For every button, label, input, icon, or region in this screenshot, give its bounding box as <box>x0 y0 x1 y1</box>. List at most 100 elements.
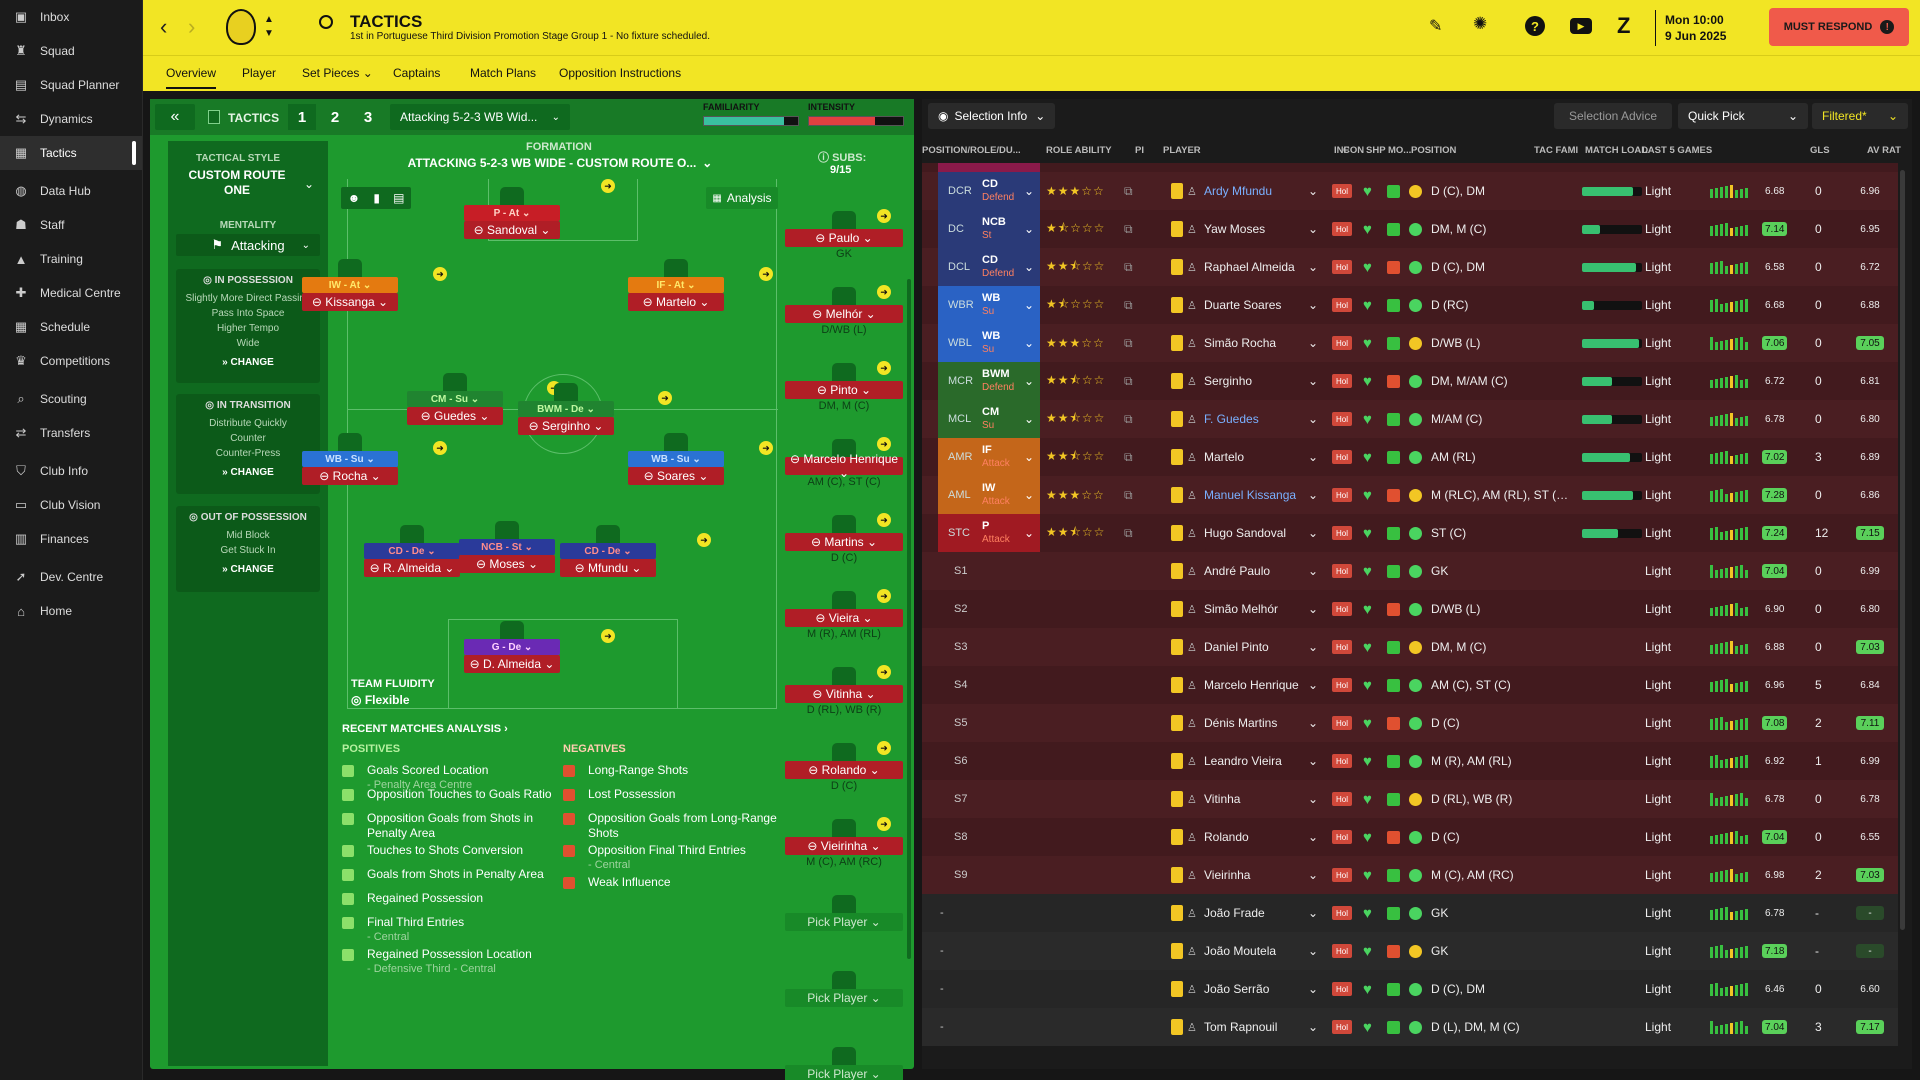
edit-icon[interactable]: ✎ <box>1429 18 1443 35</box>
player-name[interactable]: Duarte Soares <box>1204 298 1282 312</box>
player-name[interactable]: Ardy Mfundu <box>1204 184 1273 198</box>
sub-name[interactable]: ⊖ Melhór ⌄ <box>785 305 903 323</box>
sidebar-item-club-vision[interactable]: ▭ Club Vision <box>0 488 142 522</box>
chevron-down-icon[interactable]: ⌄ <box>1308 716 1319 730</box>
sidebar-item-data-hub[interactable]: ◍ Data Hub <box>0 174 142 208</box>
table-row[interactable]: GKDefend⌄★★⯪☆☆⧉♙Diogo Almeida⌄Hol♥GKLigh… <box>922 163 1898 172</box>
move-arrow-icon[interactable]: ➜ <box>877 361 891 375</box>
out-possession-card[interactable]: ◎ OUT OF POSSESSION Mid Block Get Stuck I… <box>176 506 320 592</box>
help-icon[interactable]: ? <box>1525 16 1545 36</box>
move-arrow-icon[interactable]: ➜ <box>759 267 773 281</box>
player-instructions-icon[interactable]: ⧉ <box>1124 449 1133 464</box>
pitch-player[interactable]: G - De ⌄ ⊖ D. Almeida ⌄ <box>464 621 560 673</box>
table-row[interactable]: DCL CD Defend ⌄ ★★⯪☆☆ ⧉ ♙ Raphael Almeida ⌄ Hol ♥ D… <box>922 248 1898 286</box>
sidebar-item-staff[interactable]: ☗ Staff <box>0 208 142 242</box>
chevron-down-icon[interactable]: ⌄ <box>1308 906 1319 920</box>
sub-name[interactable]: ⊖ Vieirinha ⌄ <box>785 837 903 855</box>
col-con[interactable]: CON <box>1343 145 1365 156</box>
player-instructions-icon[interactable]: ⧉ <box>1124 297 1133 312</box>
player-name[interactable]: ⊖ Soares ⌄ <box>628 467 724 485</box>
sub-slot[interactable]: ⊖ Pinto ⌄ DM, M (C) ➜ <box>785 361 903 412</box>
must-respond-button[interactable]: MUST RESPOND! <box>1769 8 1909 46</box>
sub-name[interactable]: ⊖ Rolando ⌄ <box>785 761 903 779</box>
player-name[interactable]: ⊖ Serginho ⌄ <box>518 417 614 435</box>
chevron-down-icon[interactable]: ⌄ <box>1308 526 1319 540</box>
player-name[interactable]: Manuel Kissanga <box>1204 488 1297 502</box>
chevron-down-icon[interactable]: ⌄ <box>1308 1020 1319 1034</box>
table-row[interactable]: AMR IF Attack ⌄ ★★⯪☆☆ ⧉ ♙ Martelo ⌄ Hol ♥ AM (RL) Li… <box>922 438 1898 476</box>
pitch-player[interactable]: P - At ⌄ ⊖ Sandoval ⌄ <box>464 187 560 239</box>
sidebar-item-scouting[interactable]: ⌕ Scouting <box>0 382 142 416</box>
chevron-down-icon[interactable]: ⌄ <box>1024 260 1035 274</box>
sidebar-item-dev-centre[interactable]: ➚ Dev. Centre <box>0 560 142 594</box>
table-row[interactable]: STC P Attack ⌄ ★★⯪☆☆ ⧉ ♙ Hugo Sandoval ⌄ Hol ♥ ST (… <box>922 514 1898 552</box>
position-band[interactable] <box>938 210 1040 248</box>
tab-captains[interactable]: Captains <box>393 66 441 80</box>
pitch-player[interactable]: BWM - De ⌄ ⊖ Serginho ⌄ <box>518 383 614 435</box>
player-instructions-icon[interactable]: ⧉ <box>1124 335 1133 350</box>
player-view-toggle[interactable]: ☻ ▮ ▤ <box>341 187 411 209</box>
player-name[interactable]: ⊖ Guedes ⌄ <box>407 407 503 425</box>
chevron-down-icon[interactable]: ⌄ <box>1308 260 1319 274</box>
player-name[interactable]: ⊖ Moses ⌄ <box>459 555 555 573</box>
sub-slot[interactable]: ⊖ Martins ⌄ D (C) ➜ <box>785 513 903 564</box>
sub-name[interactable]: Pick Player ⌄ <box>785 913 903 931</box>
move-arrow-icon[interactable]: ➜ <box>877 285 891 299</box>
player-role[interactable]: NCB - St ⌄ <box>459 539 555 555</box>
sidebar-item-training[interactable]: ▲ Training <box>0 242 142 276</box>
player-instructions-icon[interactable]: ⧉ <box>1124 373 1133 388</box>
game-date[interactable]: Mon 10:00 9 Jun 2025 <box>1665 12 1726 44</box>
move-arrow-icon[interactable]: ➜ <box>877 209 891 223</box>
sub-slot[interactable]: ⊖ Vitinha ⌄ D (RL), WB (R) ➜ <box>785 665 903 716</box>
fm-logo-icon[interactable]: Z <box>1617 13 1631 38</box>
sidebar-item-home[interactable]: ⌂ Home <box>0 594 142 628</box>
sub-name[interactable]: Pick Player ⌄ <box>785 1065 903 1080</box>
sub-name[interactable]: ⊖ Pinto ⌄ <box>785 381 903 399</box>
player-name[interactable]: ⊖ D. Almeida ⌄ <box>464 655 560 673</box>
player-role[interactable]: WB - Su ⌄ <box>628 451 724 467</box>
move-arrow-icon[interactable]: ➜ <box>658 391 672 405</box>
position-band[interactable] <box>938 324 1040 362</box>
position-band[interactable] <box>938 438 1040 476</box>
player-name[interactable]: ⊖ Rocha ⌄ <box>302 467 398 485</box>
player-name[interactable]: Daniel Pinto <box>1204 640 1269 654</box>
sidebar-item-competitions[interactable]: ♛ Competitions <box>0 344 142 378</box>
player-role[interactable]: CD - De ⌄ <box>364 543 460 559</box>
player-role[interactable]: G - De ⌄ <box>464 639 560 655</box>
col-shp[interactable]: SHP <box>1366 145 1386 156</box>
pitch-player[interactable]: CD - De ⌄ ⊖ Mfundu ⌄ <box>560 525 656 577</box>
team-fluidity-value[interactable]: ◎ Flexible <box>351 693 410 707</box>
selection-advice-button[interactable]: Selection Advice <box>1554 103 1672 129</box>
mentality-select[interactable]: ⚑ Attacking ⌄ <box>176 234 320 256</box>
player-instructions-icon[interactable]: ⧉ <box>1124 525 1133 540</box>
player-instructions-icon[interactable]: ⧉ <box>1124 259 1133 274</box>
sidebar-item-medical-centre[interactable]: ✚ Medical Centre <box>0 276 142 310</box>
player-role[interactable]: CM - Su ⌄ <box>407 391 503 407</box>
sidebar-item-club-info[interactable]: ⛉ Club Info <box>0 454 142 488</box>
player-name[interactable]: Vieirinha <box>1204 868 1251 882</box>
player-instructions-icon[interactable]: ⧉ <box>1124 183 1133 198</box>
in-possession-card[interactable]: ◎ IN POSSESSION Slightly More Direct Pas… <box>176 269 320 383</box>
player-name[interactable]: Rolando <box>1204 830 1249 844</box>
in-transition-change[interactable]: » CHANGE <box>222 467 274 478</box>
player-name[interactable]: Leandro Vieira <box>1204 754 1282 768</box>
back-arrow-icon[interactable]: ‹ <box>160 14 168 39</box>
chevron-down-icon[interactable]: ⌄ <box>1308 374 1319 388</box>
chevron-down-icon[interactable]: ⌄ <box>1308 982 1319 996</box>
sub-slot[interactable]: ⊖ Paulo ⌄ GK ➜ <box>785 209 903 260</box>
col-av-rat[interactable]: AV RAT <box>1867 145 1901 156</box>
video-icon[interactable]: ▶ <box>1570 18 1592 34</box>
table-row[interactable]: S1 ♙ André Paulo ⌄ Hol ♥ GK Light 7.04 0 6.99 <box>922 552 1898 590</box>
player-role[interactable]: CD - De ⌄ <box>560 543 656 559</box>
position-band[interactable] <box>938 514 1040 552</box>
in-transition-card[interactable]: ◎ IN TRANSITION Distribute Quickly Counte… <box>176 394 320 494</box>
chevron-down-icon[interactable]: ⌄ <box>1308 450 1319 464</box>
sidebar-item-inbox[interactable]: ▣ Inbox <box>0 0 142 34</box>
table-row[interactable]: S3 ♙ Daniel Pinto ⌄ Hol ♥ DM, M (C) Light 6.88 0 7… <box>922 628 1898 666</box>
sidebar-item-finances[interactable]: ▥ Finances <box>0 522 142 556</box>
sub-name[interactable]: Pick Player ⌄ <box>785 989 903 1007</box>
pitch-player[interactable]: NCB - St ⌄ ⊖ Moses ⌄ <box>459 521 555 573</box>
position-band[interactable] <box>938 286 1040 324</box>
subs-scrollbar[interactable] <box>907 279 911 959</box>
chevron-down-icon[interactable]: ⌄ <box>1308 564 1319 578</box>
